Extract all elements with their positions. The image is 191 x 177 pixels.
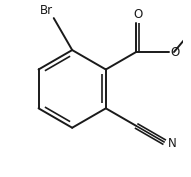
Text: O: O <box>133 8 142 21</box>
Text: O: O <box>170 45 179 59</box>
Text: N: N <box>168 137 176 150</box>
Text: Br: Br <box>40 4 53 17</box>
